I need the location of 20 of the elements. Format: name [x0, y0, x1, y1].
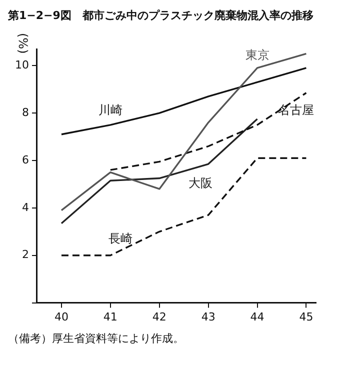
series-label: 東京 [245, 48, 270, 62]
x-tick-label: 43 [201, 310, 216, 324]
series-label: 名古屋 [278, 103, 314, 118]
x-tick-label: 44 [250, 310, 264, 324]
series-label: 大阪 [188, 176, 212, 190]
y-axis-title: (%) [16, 33, 30, 54]
y-tick-label: 2 [22, 248, 29, 262]
y-tick-label: 6 [22, 153, 29, 166]
line-series [60, 157, 308, 256]
text: （備考）厚生省資料等により作成。 [8, 331, 185, 346]
x-tick-label: 45 [299, 310, 314, 324]
y-tick-label: 4 [22, 200, 29, 214]
y-tick-label: 10 [14, 58, 29, 72]
x-tick-label: 42 [152, 310, 166, 324]
x-tick-label: 41 [103, 310, 118, 324]
y-tick-label: 8 [22, 106, 29, 119]
series-label: 長崎 [108, 231, 132, 246]
chart-title: 第1−2−9図 都市ごみ中のプラスチック廃棄物混入率の推移 [8, 8, 314, 23]
x-tick-label: 40 [54, 310, 68, 324]
series-label: 川崎 [98, 103, 122, 118]
